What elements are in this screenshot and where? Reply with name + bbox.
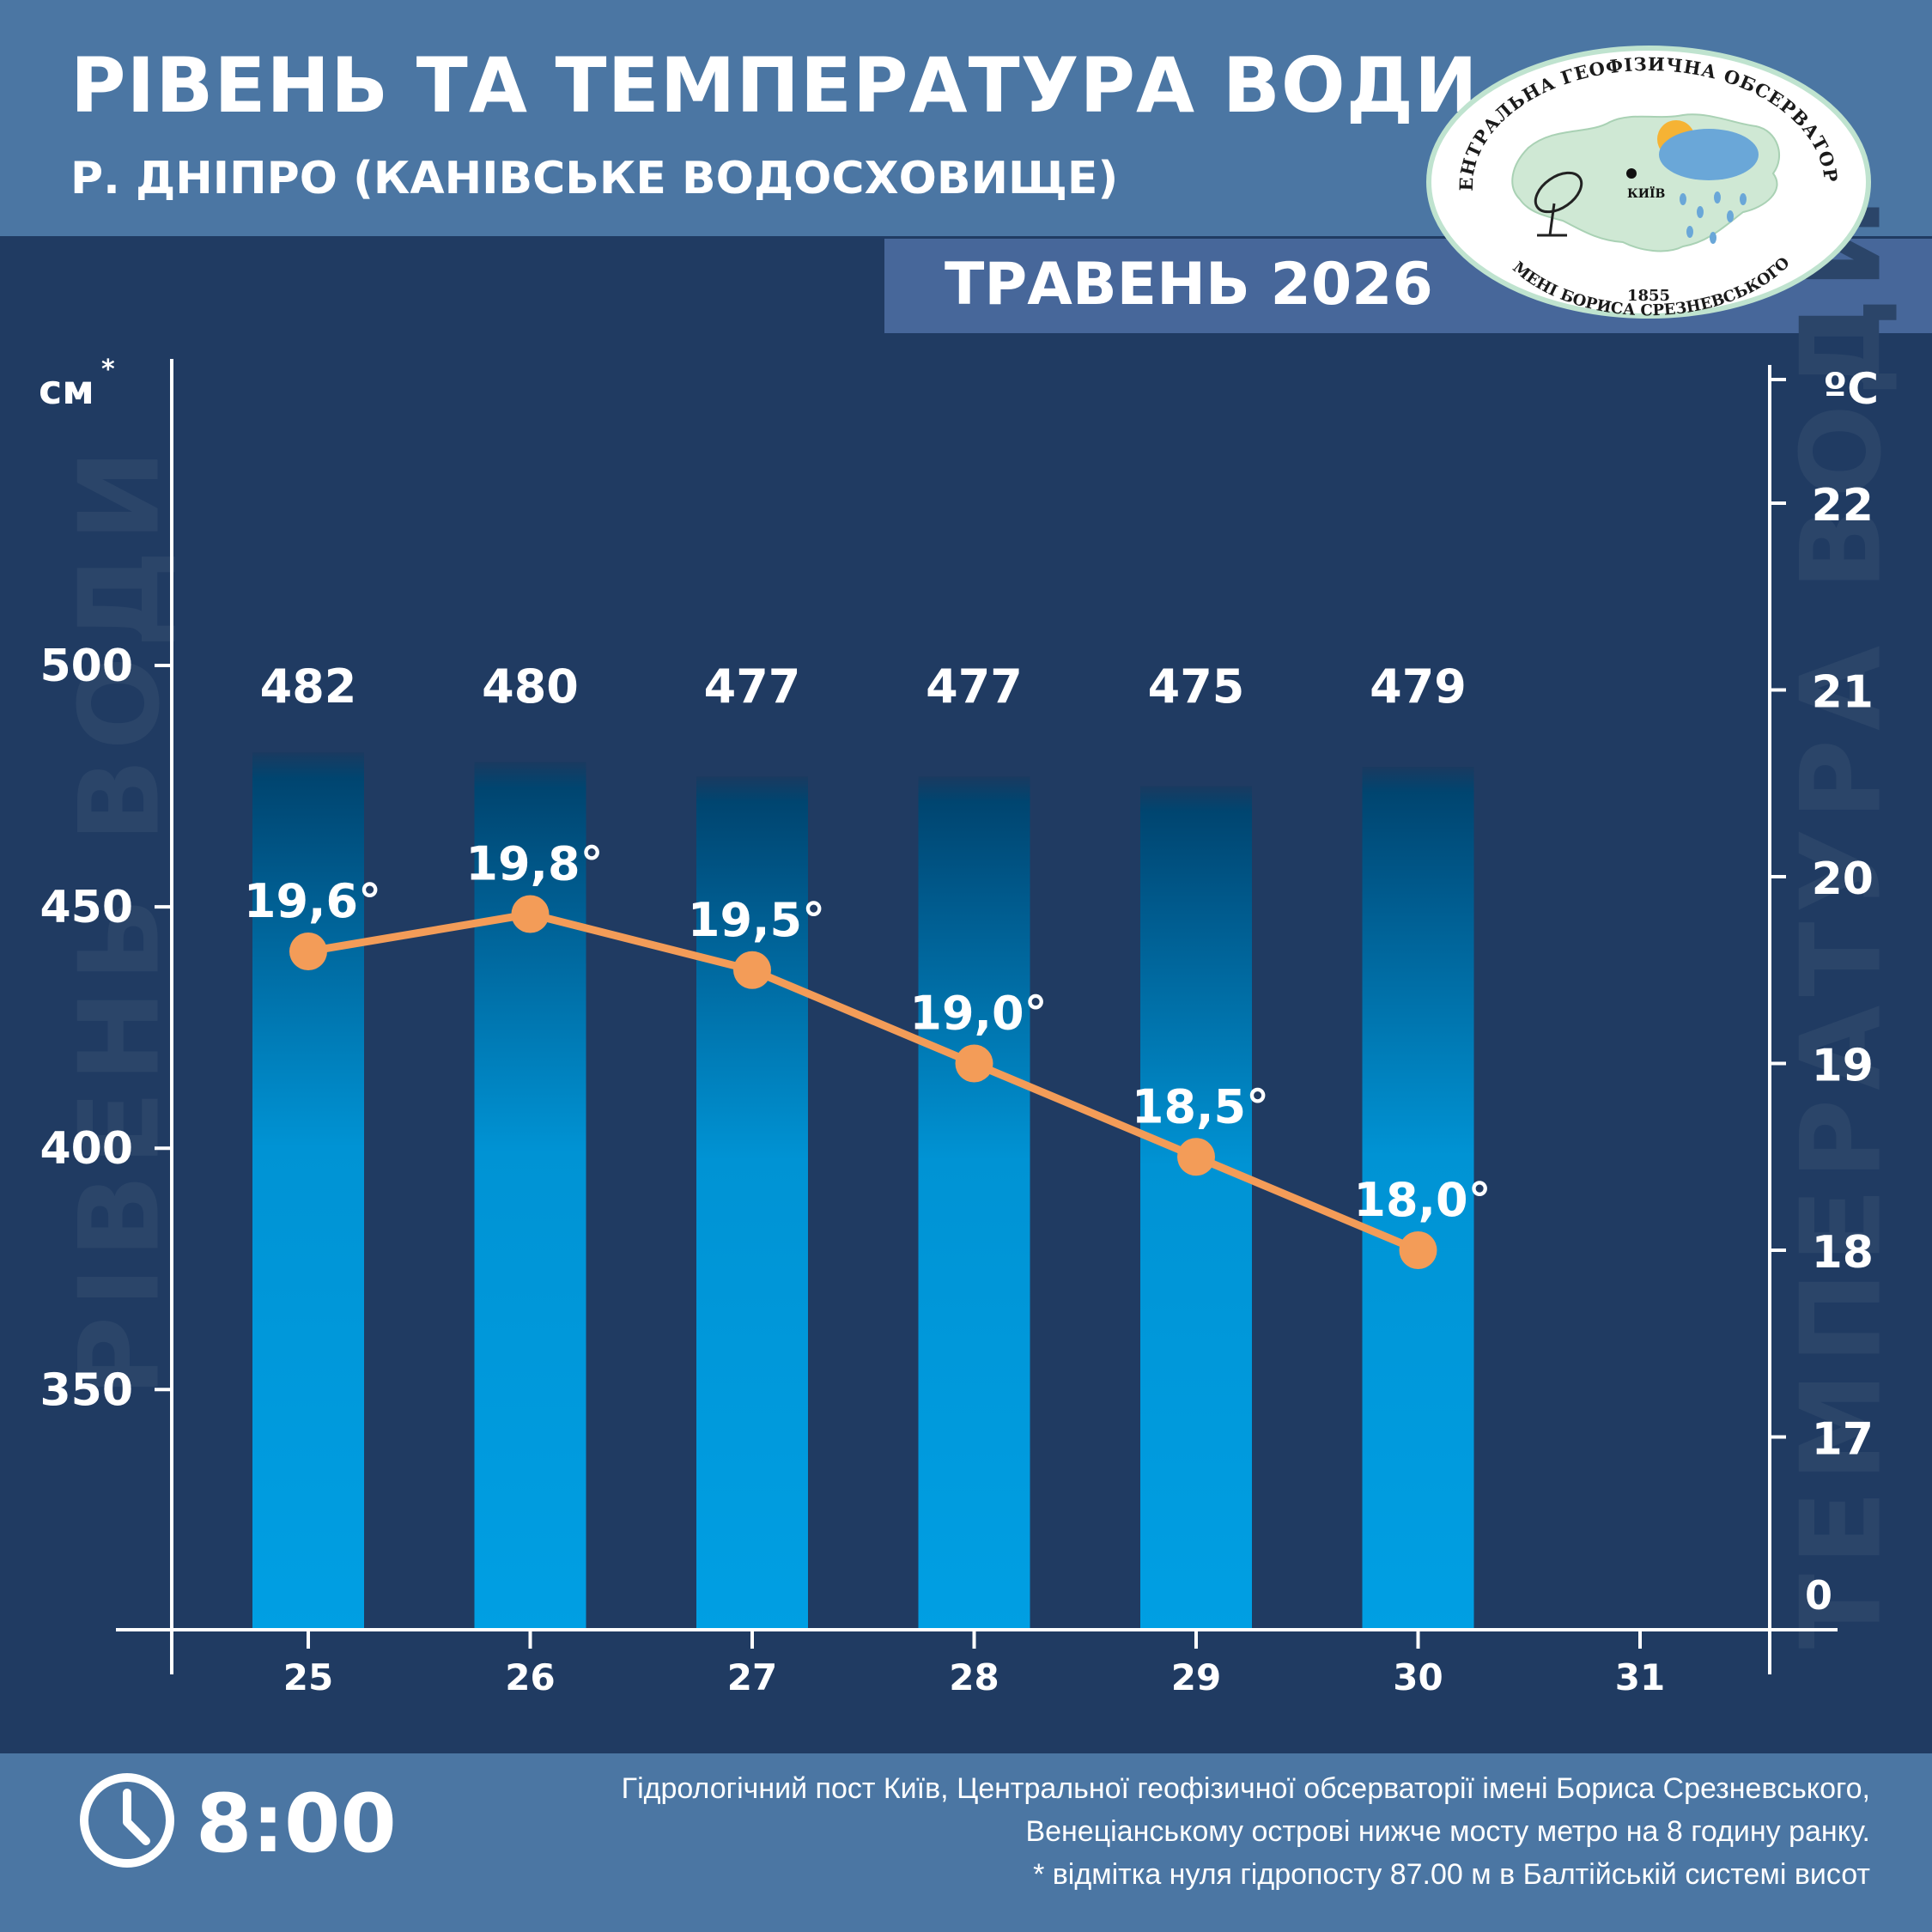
x-axis-tick-label: 27 [727,1656,777,1698]
footer-note-line: * відмітка нуля гідропосту 87.00 м в Бал… [1033,1858,1870,1891]
bar-value-label: 477 [704,659,801,714]
x-axis-tick-label: 25 [283,1656,333,1698]
right-axis-zero-label: 0 [1805,1572,1832,1619]
observatory-logo: КИЇВ ЦЕНТРАЛЬНА ГЕОФІЗИЧНА ОБСЕРВАТОРІЯ … [1425,45,1871,319]
right-axis-tick-label: 19 [1812,1041,1874,1092]
left-axis-unit-mark: * [101,355,115,385]
right-axis-tick-label: 17 [1812,1414,1874,1466]
temperature-value-label: 19,0° [909,987,1047,1041]
temperature-line-group [289,895,1437,1269]
temperature-value-label: 19,8° [465,837,603,891]
footer-note: Гідрологічний пост Київ, Центральної гео… [622,1767,1870,1896]
left-axis-tick-label: 500 [39,641,133,692]
svg-text:1855: 1855 [1627,287,1670,305]
left-axis-tick-label: 450 [39,882,133,933]
page-subtitle: Р. ДНІПРО (КАНІВСЬКЕ ВОДОСХОВИЩЕ) [70,153,1119,204]
level-bar [474,762,586,1630]
right-axis-tick-label: 21 [1812,667,1874,719]
level-bar [918,776,1030,1630]
temperature-point [1399,1231,1437,1269]
temperature-value-label: 19,6° [244,874,381,928]
temperature-value-label: 19,5° [688,893,825,947]
footer-note-line: Венеціанському острові нижче мосту метро… [1025,1815,1870,1848]
temperature-point [289,933,327,970]
temperature-value-label: 18,5° [1132,1079,1269,1133]
right-axis-tick-label: 18 [1812,1227,1874,1279]
temperature-line [307,910,1420,1255]
page-title: РІВЕНЬ ТА ТЕМПЕРАТУРА ВОДИ [70,41,1479,130]
x-axis-tick-label: 26 [505,1656,555,1698]
temperature-point [511,895,550,933]
measurement-time: 8:00 [196,1777,397,1871]
svg-text:КИЇВ: КИЇВ [1627,185,1666,201]
month-label: ТРАВЕНЬ 2026 [945,251,1433,319]
level-bar [1362,767,1474,1630]
x-axis-tick-label: 31 [1615,1656,1665,1698]
right-axis-tick-label: 20 [1812,854,1874,905]
x-axis-tick-label: 29 [1171,1656,1221,1698]
footer-bar [0,1753,1932,1932]
temperature-point [955,1044,993,1083]
right-axis-unit: ºC [1823,364,1879,414]
bar-value-label: 480 [482,659,579,714]
right-axis-tick-label: 22 [1812,480,1874,532]
temperature-point [1177,1138,1215,1176]
axes-group: 350 400 450 500 см * 17 18 19 20 21 22 ºC 0 25 26 27 28 29… [39,355,1879,1698]
level-bar [1140,786,1252,1630]
temperature-value-label: 18,0° [1353,1173,1491,1227]
bar-value-label: 475 [1148,659,1245,714]
footer-note-line: Гідрологічний пост Київ, Центральної гео… [621,1772,1870,1805]
level-bar [252,752,364,1630]
clock-icon [80,1773,174,1868]
labels-group: 482 480 477 477 475 479 19,6° 19,8° 19,5° 19,0° 18… [244,659,1492,1227]
left-axis-tick-label: 350 [39,1364,133,1416]
bar-value-label: 479 [1370,659,1467,714]
bar-value-label: 477 [926,659,1023,714]
x-axis-tick-label: 28 [949,1656,999,1698]
bar-value-label: 482 [260,659,357,714]
left-axis-tick-label: 400 [39,1123,133,1175]
level-bar [696,776,808,1630]
temperature-point [733,951,771,989]
bars-group [252,752,1474,1630]
left-axis-unit: см [39,367,94,413]
x-axis-tick-label: 30 [1393,1656,1443,1698]
